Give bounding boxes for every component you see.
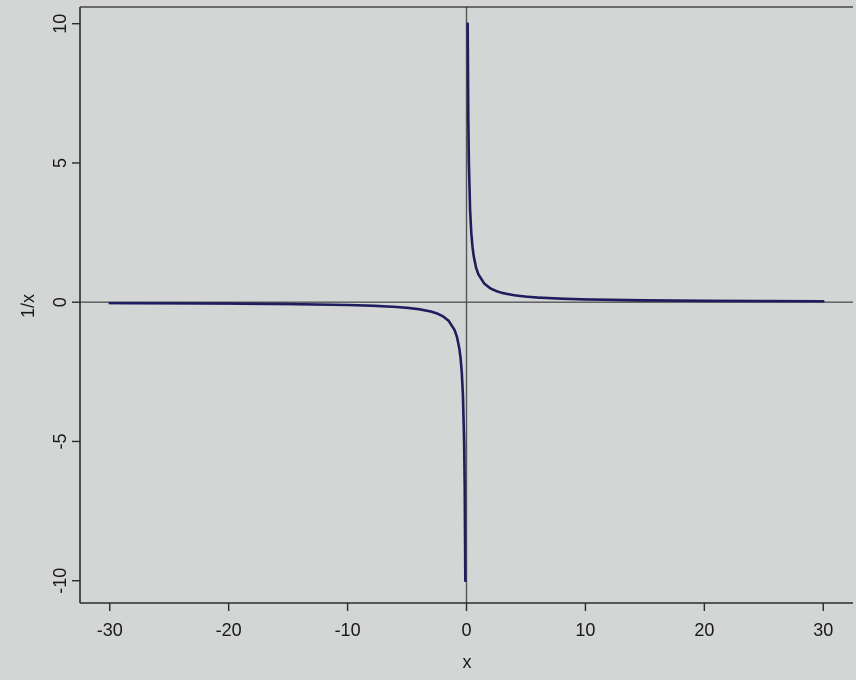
- y-tick-label: 10: [50, 14, 70, 34]
- x-tick-label: 0: [461, 620, 471, 640]
- y-axis-ticks: -10 -5 0 5 10: [50, 14, 80, 594]
- curve-positive-branch: [466, 22, 825, 303]
- x-axis-title: x: [463, 652, 472, 672]
- x-tick-label: -30: [97, 620, 123, 640]
- x-tick-label: 10: [575, 620, 595, 640]
- y-axis-title: 1/x: [18, 294, 38, 318]
- data-curves: [108, 22, 825, 583]
- reference-lines: [80, 7, 853, 603]
- y-tick-label: -10: [50, 568, 70, 594]
- x-tick-label: 20: [694, 620, 714, 640]
- y-tick-label: 5: [50, 158, 70, 168]
- y-tick-label: 0: [50, 297, 70, 307]
- curve-negative-branch: [108, 301, 467, 583]
- x-tick-label: -20: [216, 620, 242, 640]
- x-tick-label: 30: [813, 620, 833, 640]
- y-tick-label: -5: [50, 433, 70, 449]
- x-tick-label: -10: [335, 620, 361, 640]
- x-axis-ticks: -30 -20 -10 0 10 20 30: [97, 603, 833, 640]
